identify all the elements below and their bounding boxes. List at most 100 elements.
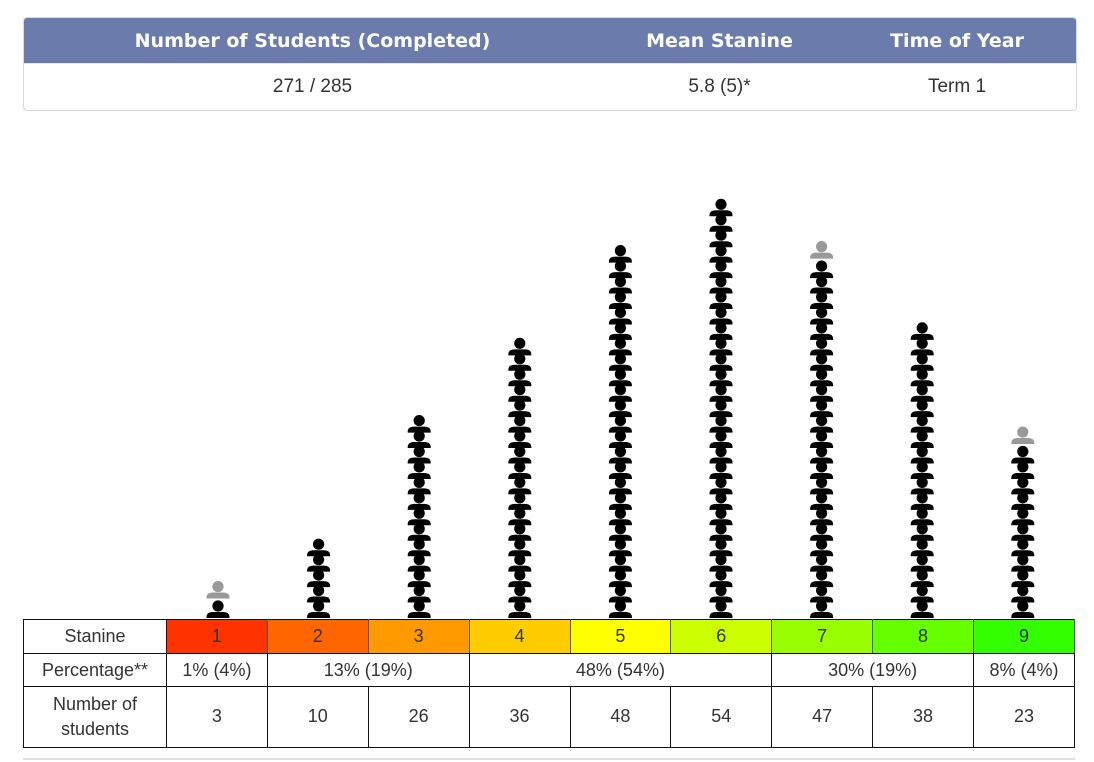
student-icon — [709, 492, 733, 510]
student-icon — [608, 584, 632, 603]
student-icon — [307, 569, 331, 588]
student-icon — [810, 430, 834, 449]
student-icon — [508, 399, 532, 418]
student-icon — [608, 507, 632, 526]
student-icon — [407, 584, 431, 603]
student-icon — [910, 461, 934, 479]
student-icon — [709, 554, 733, 572]
student-icon — [709, 538, 733, 557]
student-icon — [709, 584, 733, 603]
student-icon — [407, 461, 431, 479]
student-icon — [1011, 584, 1035, 603]
student-icon — [709, 198, 733, 217]
student-icon — [608, 245, 632, 263]
student-icon — [910, 322, 934, 340]
stanine-cell-1: 1 — [166, 619, 268, 654]
student-icon — [910, 415, 934, 433]
student-icon — [709, 430, 733, 449]
student-icon — [709, 415, 733, 433]
student-icon — [810, 322, 834, 340]
student-icon — [608, 492, 632, 510]
student-icon — [810, 538, 834, 557]
student-icon — [407, 507, 431, 526]
student-icon — [608, 384, 632, 402]
student-icon — [608, 461, 632, 479]
count-cell-3: 26 — [367, 686, 470, 748]
student-icon — [508, 492, 532, 510]
count-cell-8: 38 — [872, 686, 974, 748]
student-icon — [608, 415, 632, 433]
student-icon — [910, 337, 934, 356]
student-icon — [810, 461, 834, 479]
student-icon — [709, 291, 733, 309]
student-icon — [910, 492, 934, 510]
stanine-cell-5: 5 — [569, 619, 672, 654]
student-icon — [910, 584, 934, 603]
time-of-year-value: Term 1 — [927, 76, 987, 97]
student-icon — [608, 476, 632, 495]
students-value: 271 / 285 — [272, 76, 353, 97]
student-icon — [407, 538, 431, 557]
student-icon — [910, 353, 934, 371]
student-icon — [810, 492, 834, 510]
student-icon — [407, 492, 431, 510]
student-icon — [910, 384, 934, 402]
mean-stanine-value: 5.8 (5)* — [688, 76, 751, 97]
student-icon — [1011, 523, 1035, 541]
half-student-icon — [206, 580, 230, 599]
student-icon — [810, 569, 834, 588]
student-icon — [910, 476, 934, 495]
time-of-year-header: Time of Year — [890, 29, 1024, 52]
student-icon — [709, 229, 733, 248]
student-icon — [608, 523, 632, 541]
student-icon — [709, 569, 733, 588]
student-icon — [1011, 569, 1035, 588]
student-icon — [910, 554, 934, 572]
student-icon — [709, 445, 733, 464]
student-icon — [810, 507, 834, 526]
student-icon — [508, 476, 532, 495]
percentage-cell: 48% (54%) — [468, 653, 773, 687]
student-icon — [810, 584, 834, 603]
student-icon — [910, 600, 934, 618]
student-icon — [508, 600, 532, 618]
count-cell-4: 36 — [468, 686, 571, 748]
student-icon — [810, 523, 834, 541]
student-icon — [407, 600, 431, 618]
student-icon — [1011, 445, 1035, 464]
student-icon — [910, 445, 934, 464]
student-icon — [508, 507, 532, 526]
student-icon — [709, 384, 733, 402]
stanine-cell-3: 3 — [367, 619, 470, 654]
stanine-cell-8: 8 — [872, 619, 974, 654]
student-icon — [307, 554, 331, 572]
student-icon — [508, 538, 532, 557]
student-icon — [508, 415, 532, 433]
student-icon — [608, 430, 632, 449]
student-icon — [1011, 461, 1035, 479]
count-cell-2: 10 — [266, 686, 369, 748]
count-cell-5: 48 — [569, 686, 672, 748]
stanine-pictograph — [206, 198, 1035, 618]
stanine-cell-2: 2 — [266, 619, 369, 654]
student-icon — [709, 322, 733, 340]
count-row: Number of students 3 10 26 36 48 54 47 38 23 — [23, 686, 1075, 748]
count-row-label: Number of students — [23, 686, 167, 748]
student-icon — [1011, 554, 1035, 572]
student-icon — [709, 214, 733, 232]
bottom-divider — [23, 758, 1075, 760]
stanine-cell-6: 6 — [670, 619, 773, 654]
percentage-row-label: Percentage** — [23, 653, 167, 687]
stanine-cell-4: 4 — [468, 619, 571, 654]
student-icon — [307, 584, 331, 603]
percentage-cell: 1% (4%) — [166, 653, 268, 687]
student-icon — [508, 523, 532, 541]
student-icon — [1011, 600, 1035, 618]
student-icon — [608, 322, 632, 340]
student-icon — [608, 291, 632, 309]
stanine-cell-7: 7 — [771, 619, 874, 654]
student-icon — [407, 445, 431, 464]
student-icon — [709, 399, 733, 418]
student-icon — [810, 291, 834, 309]
